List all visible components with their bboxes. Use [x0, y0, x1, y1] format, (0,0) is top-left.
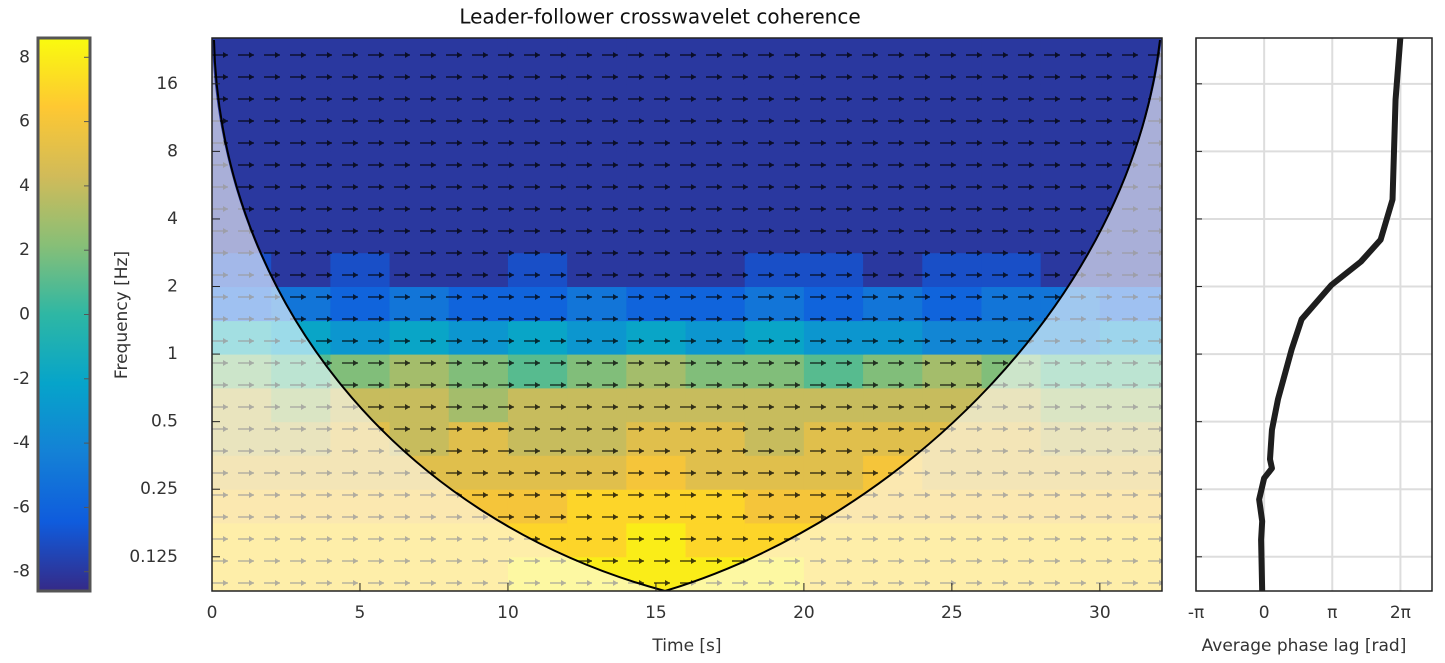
x-tick-label: 5	[355, 603, 366, 623]
x-tick-label: 0	[207, 603, 218, 623]
colorbar-tick-label: -8	[13, 562, 30, 582]
colorbar-tick-label: 0	[19, 305, 30, 325]
y-tick-label: 8	[167, 141, 178, 161]
colorbar-tick-label: -4	[13, 433, 30, 453]
x-tick-label: 0	[1259, 603, 1270, 623]
x-tick-label: -π	[1188, 603, 1204, 623]
y-tick-label: 0.25	[140, 479, 178, 499]
x-tick-label: 20	[793, 603, 815, 623]
side-frame	[1195, 37, 1433, 592]
chart-title: Leader-follower crosswavelet coherence	[459, 5, 860, 29]
phase-plot: -π 0 π 2π	[1188, 37, 1432, 623]
x-tick-label: 15	[645, 603, 667, 623]
y-tick-label: 0.5	[151, 412, 178, 432]
y-tick-label: 2	[167, 277, 178, 297]
x-tick-label: 2π	[1390, 603, 1411, 623]
colorbar-tick-label: 6	[19, 112, 30, 132]
x-tick-label: 10	[497, 603, 519, 623]
x-tick-label: 30	[1089, 603, 1111, 623]
cone-shade	[665, 38, 1162, 591]
overlay	[212, 38, 1162, 591]
cone-shade	[212, 38, 665, 591]
y-tick-label: 16	[156, 74, 178, 94]
colorbar-tick-label: 4	[19, 176, 30, 196]
y-axis-label: Frequency [Hz]	[112, 251, 132, 379]
x-tick-label: 25	[941, 603, 963, 623]
colorbar-tick-label: -2	[13, 369, 30, 389]
x-axis-label: Time [s]	[651, 636, 721, 656]
y-tick-label: 4	[167, 209, 178, 229]
side-x-axis-label: Average phase lag [rad]	[1202, 636, 1407, 656]
y-tick-label: 1	[167, 344, 178, 364]
colorbar	[36, 36, 92, 593]
x-tick-label: π	[1327, 603, 1337, 623]
phase-line	[1256, 37, 1404, 592]
colorbar-tick-label: -6	[13, 497, 30, 517]
plot-frame	[211, 37, 1163, 592]
colorbar-tick-label: 2	[19, 240, 30, 260]
colorbar-tick-label: 8	[19, 47, 30, 67]
y-tick-label: 0.125	[129, 547, 178, 567]
cone-of-influence	[213, 39, 1161, 591]
